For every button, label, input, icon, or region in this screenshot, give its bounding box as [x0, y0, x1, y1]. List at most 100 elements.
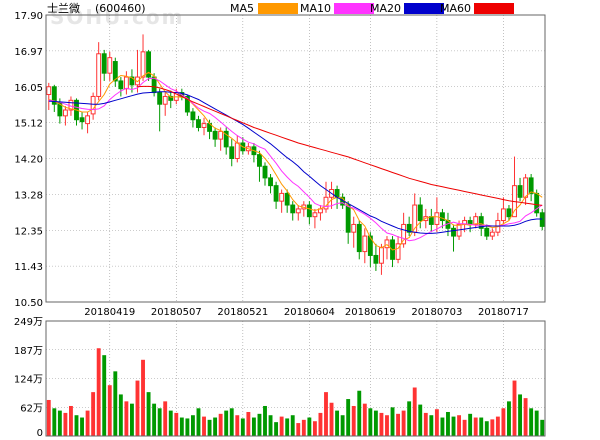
volume-bar — [373, 410, 378, 436]
candle — [406, 216, 412, 237]
candle — [90, 92, 96, 120]
price-tick-label: 16.97 — [14, 47, 43, 58]
volume-bar — [484, 421, 489, 436]
candle-body — [279, 192, 285, 202]
legend-swatch — [474, 3, 514, 14]
volume-bar — [385, 415, 389, 436]
volume-bar — [301, 419, 306, 436]
candle-body — [417, 204, 423, 222]
price-tick-label: 10.50 — [14, 298, 43, 309]
candle-body — [118, 80, 124, 90]
candle-body — [295, 208, 301, 214]
volume-tick-label: 62万 — [20, 403, 43, 414]
candle — [223, 127, 229, 155]
candle — [451, 224, 456, 252]
volume-bar — [196, 408, 201, 436]
candle — [384, 236, 390, 260]
candle — [395, 236, 401, 264]
price-panel-frame — [45, 14, 546, 303]
ma20-line — [48, 91, 543, 234]
volume-bar — [340, 415, 345, 436]
candle — [218, 127, 224, 151]
candle — [290, 201, 296, 221]
volume-bar — [107, 385, 112, 436]
candle — [196, 115, 201, 132]
volume-bar — [495, 416, 500, 436]
volume-bar — [285, 418, 290, 436]
volume-bar — [69, 405, 73, 436]
candle-body — [356, 223, 362, 253]
candle-body — [162, 95, 168, 105]
volume-panel-frame — [45, 320, 546, 437]
volume-bar — [423, 412, 428, 436]
candle — [157, 88, 163, 132]
candle-body — [489, 231, 495, 237]
stock-code: (600460) — [95, 2, 146, 15]
volume-bar — [213, 417, 218, 436]
candle — [500, 197, 506, 225]
candle — [312, 208, 318, 229]
candle — [306, 201, 312, 225]
candle-body — [506, 208, 512, 218]
candle-body — [146, 51, 152, 78]
candle-body — [306, 204, 312, 218]
candle — [229, 139, 235, 167]
candle-body — [478, 216, 484, 229]
volume-bar — [218, 413, 223, 436]
price-axis-ticks: 17.90 16.97 16.05 15.12 14.20 13.28 12.35 11.43… — [14, 11, 43, 309]
volume-bar — [240, 418, 245, 436]
legend-label: MA20 — [370, 2, 401, 15]
candle-body — [500, 208, 506, 222]
candle-body — [218, 130, 224, 140]
ma60-line — [137, 85, 543, 206]
candle-body — [107, 57, 113, 74]
candle — [284, 189, 290, 213]
volume-bar — [473, 417, 478, 436]
price-tick-label: 16.05 — [14, 83, 43, 94]
candle-body — [196, 119, 201, 128]
volume-bar — [118, 394, 123, 436]
candle-body — [90, 95, 96, 115]
candle-body — [539, 212, 545, 227]
volume-tick-label: 0 — [37, 428, 43, 439]
date-axis-ticks: 20180419 20180507 20180521 20180604 20180619… — [84, 307, 529, 318]
volume-bar — [85, 410, 90, 436]
candle-body — [79, 117, 85, 123]
price-tick-label: 14.20 — [14, 155, 43, 166]
volume-bar — [507, 401, 511, 436]
candle — [528, 174, 534, 202]
price-tick-label: 11.43 — [14, 262, 43, 273]
volume-bar — [529, 408, 534, 436]
candle — [489, 228, 495, 240]
volume-bar — [368, 408, 373, 436]
volume-bar — [446, 411, 450, 436]
price-tick-label: 17.90 — [14, 11, 43, 22]
candle — [79, 111, 85, 130]
volume-bar — [329, 402, 334, 436]
candle — [140, 34, 146, 81]
candle-body — [101, 53, 107, 74]
candle-body — [351, 223, 357, 233]
candle — [112, 57, 118, 87]
candle — [107, 51, 113, 81]
candle-body — [473, 216, 479, 225]
candle — [101, 49, 107, 81]
candle-body — [523, 177, 529, 198]
candle — [62, 106, 68, 126]
candle — [279, 189, 285, 213]
volume-bar — [540, 419, 545, 436]
volume-bar — [418, 404, 423, 436]
volume-bar — [335, 410, 340, 436]
candle — [51, 84, 57, 112]
candle — [473, 212, 479, 229]
volume-axis-ticks: 249万 187万 124万 62万 0 — [14, 317, 43, 439]
candle — [268, 174, 273, 194]
volume-bar — [318, 412, 323, 436]
volume-bar — [63, 412, 68, 436]
date-tick-label: 20180717 — [478, 307, 529, 318]
legend: MA5 MA10 MA20 MA60 — [230, 2, 514, 15]
volume-bar — [246, 411, 251, 436]
volume-bar — [434, 409, 439, 436]
moving-average-lines — [48, 71, 543, 251]
